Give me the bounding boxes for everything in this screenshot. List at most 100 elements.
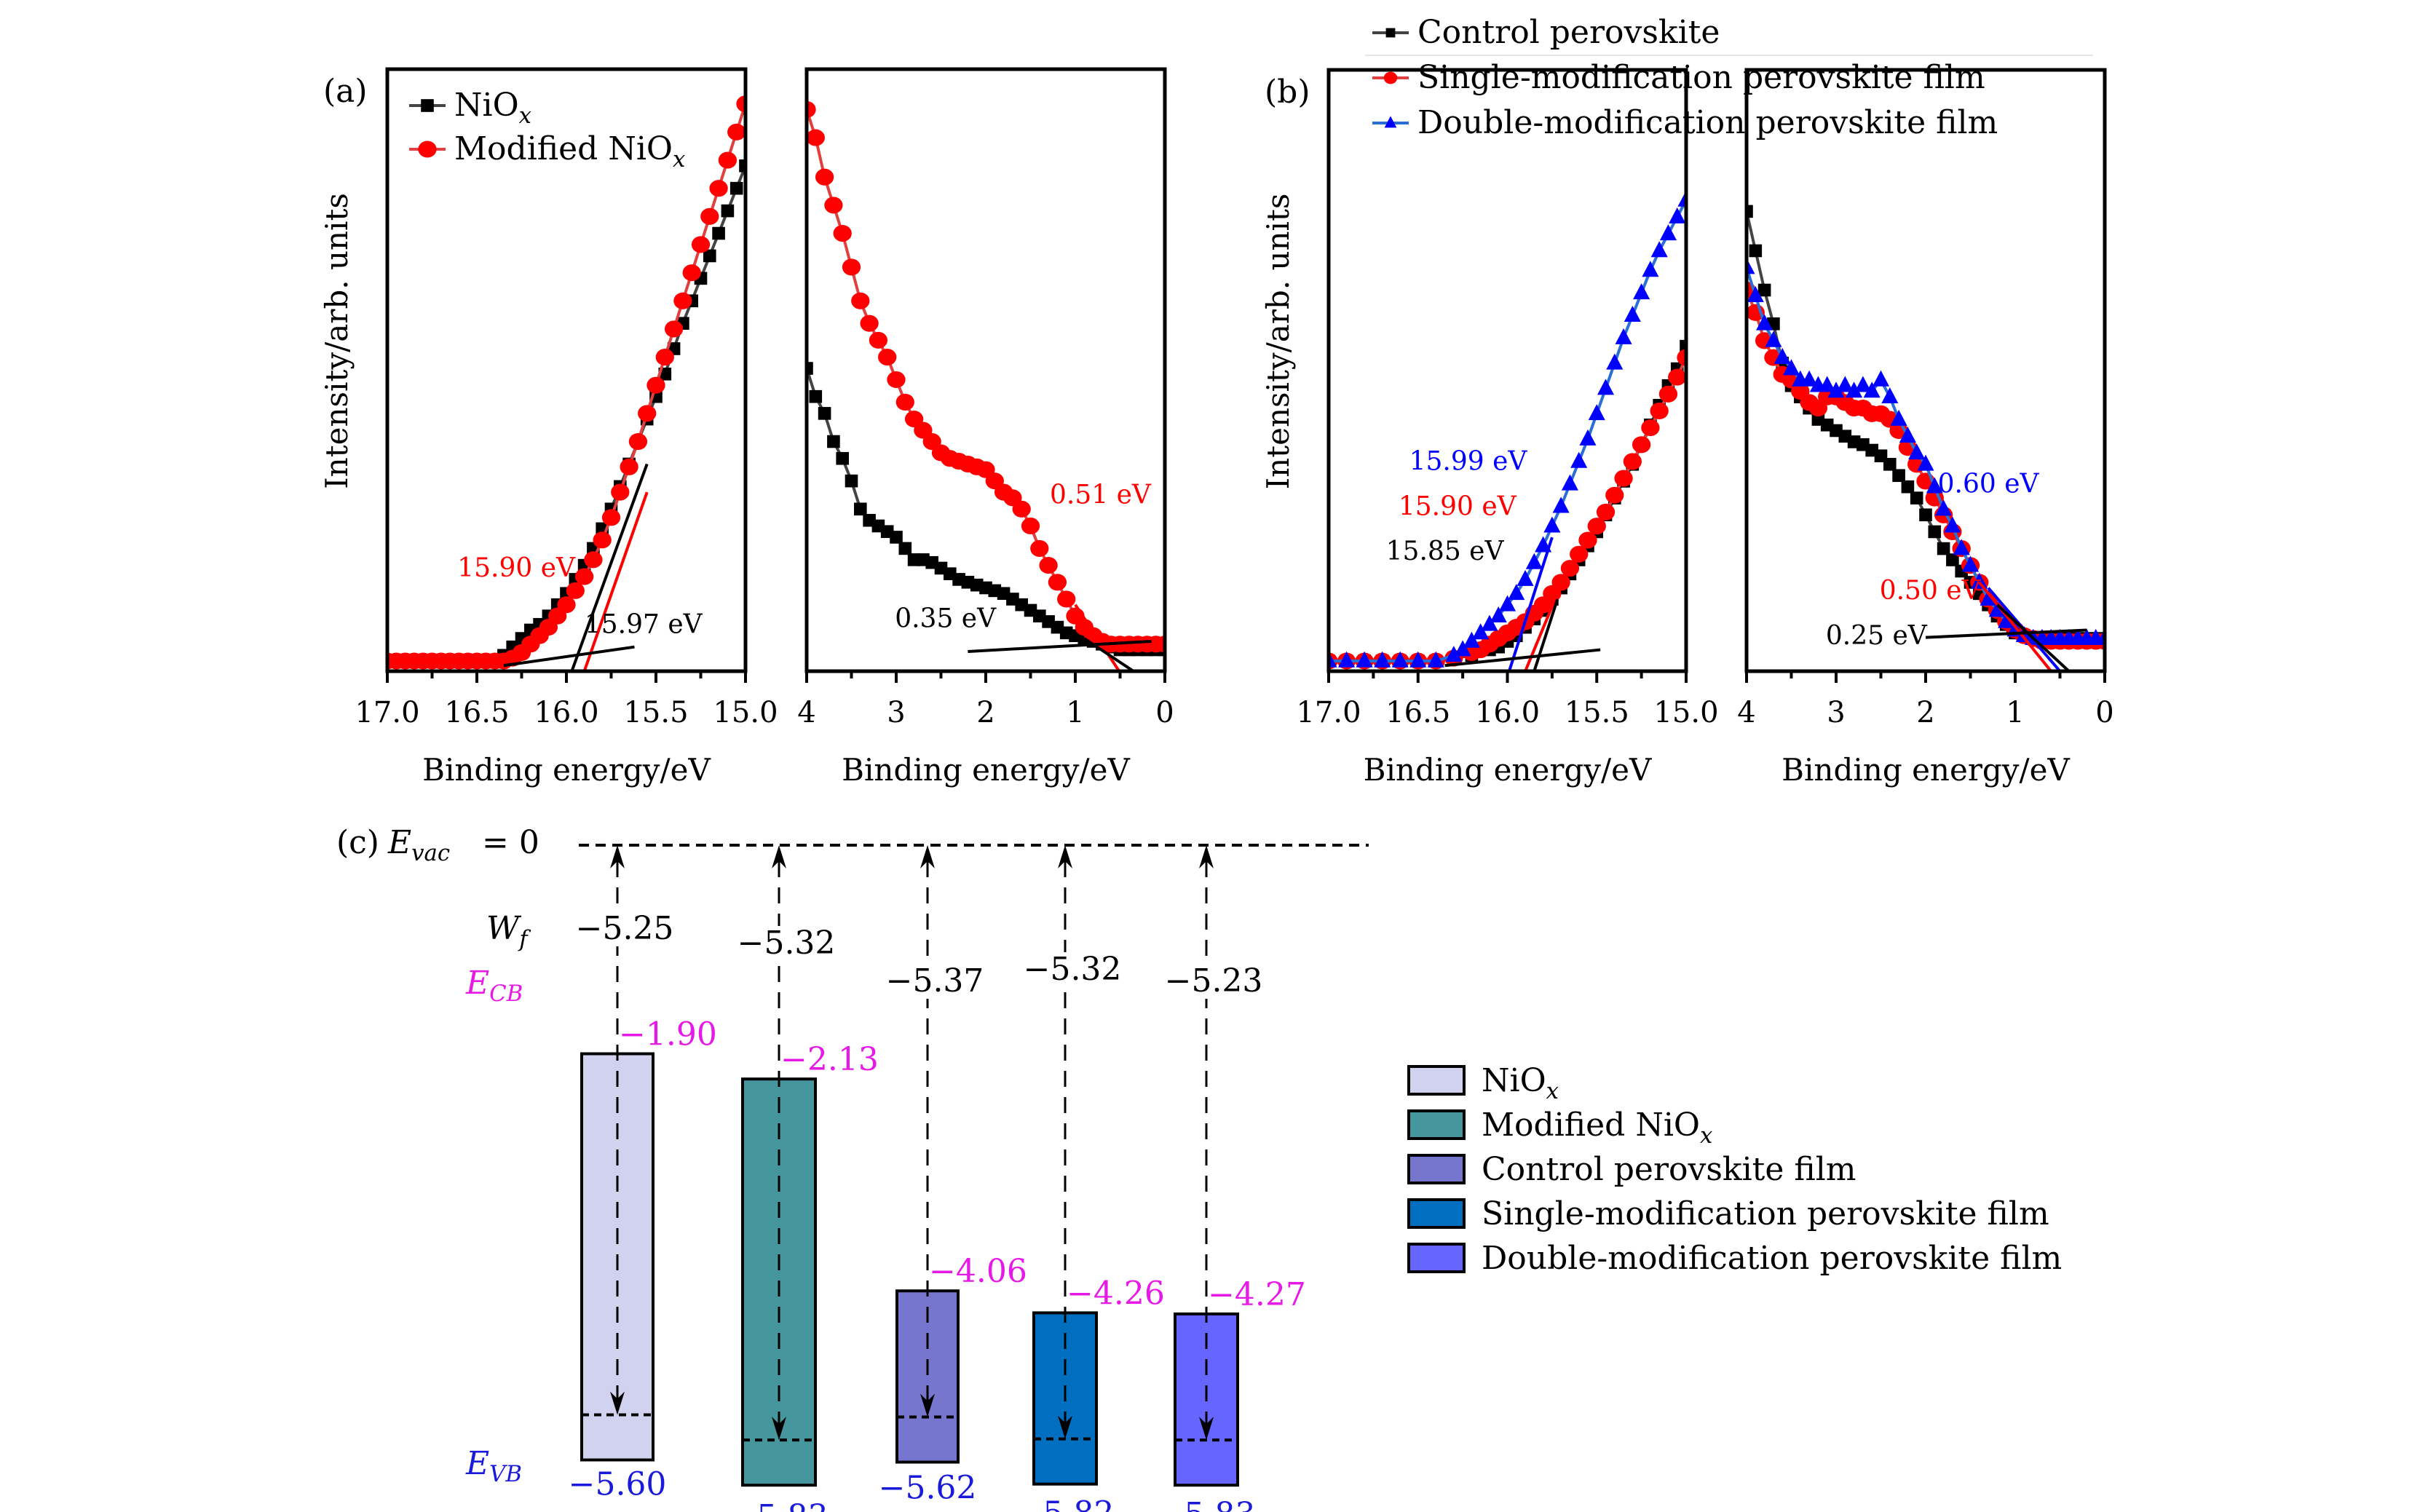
data-point-triangle — [1597, 379, 1615, 395]
legend-divider — [1365, 55, 2093, 56]
plot-area — [807, 100, 1165, 671]
ecb-value: −1.90 — [619, 1016, 717, 1053]
x-tick-label: 15.5 — [1565, 696, 1629, 729]
wf-label-bg — [1155, 964, 1257, 999]
onset-annotation: 0.51 eV — [1050, 480, 1152, 510]
ecb-row-label: ECB — [465, 965, 523, 1007]
data-point-circle — [815, 168, 834, 186]
x-tick-label: 16.0 — [1475, 696, 1540, 729]
data-point-square — [1901, 480, 1915, 494]
data-point-square — [1928, 525, 1942, 539]
legend-label: Modified NiOx — [1482, 1107, 1712, 1149]
panel-label: (a) — [323, 73, 368, 110]
legend-item: Control perovskite film — [1407, 1151, 1856, 1188]
data-point-square — [703, 249, 716, 263]
arrow-up-icon — [772, 845, 786, 868]
data-point-square — [854, 502, 867, 516]
data-point-square — [1937, 542, 1950, 555]
data-point-square — [1747, 205, 1753, 218]
data-point-circle — [700, 207, 719, 225]
data-point-circle — [1677, 349, 1686, 366]
data-point-square — [1919, 508, 1932, 522]
data-point-square — [1680, 339, 1686, 353]
data-point-circle — [1596, 503, 1616, 521]
data-point-square — [1892, 469, 1905, 483]
data-point-circle — [691, 236, 711, 253]
legend-swatch — [1407, 1065, 1466, 1096]
legend-item: Control perovskite — [1372, 14, 1720, 51]
data-point-circle — [833, 224, 852, 242]
data-point-triangle — [1356, 651, 1373, 668]
data-point-triangle — [1338, 651, 1356, 668]
series-line — [1747, 210, 2105, 641]
legend-item: NiOx — [1407, 1062, 1559, 1104]
x-tick-label: 16.0 — [534, 696, 598, 729]
fit-line — [570, 463, 649, 671]
data-point-circle — [638, 405, 657, 422]
series-line — [1329, 199, 1686, 662]
x-tick-label: 16.5 — [1385, 696, 1450, 729]
x-tick-label: 3 — [1827, 696, 1845, 729]
data-point-triangle — [1543, 516, 1561, 533]
data-point-circle — [601, 509, 621, 526]
data-point-square — [1910, 491, 1923, 504]
data-point-triangle — [1642, 261, 1659, 277]
arrow-up-icon — [1058, 845, 1072, 868]
data-point-circle — [1605, 486, 1624, 504]
wf-value: −5.23 — [1165, 962, 1263, 1000]
data-point-triangle — [1881, 387, 1899, 403]
data-point-circle — [1155, 636, 1165, 653]
x-tick-label: 15.0 — [1653, 696, 1718, 729]
data-point-square — [818, 407, 831, 420]
wf-row-label: Wf — [486, 910, 531, 952]
x-tick-label: 2 — [1916, 696, 1934, 729]
fit-line — [1996, 603, 2071, 671]
legend-swatch — [1407, 1109, 1466, 1140]
wf-value: −5.32 — [1024, 951, 1122, 988]
data-point-circle — [736, 95, 746, 113]
data-point-circle — [1641, 419, 1660, 437]
ecb-value: −4.27 — [1208, 1276, 1306, 1313]
data-point-circle — [1570, 545, 1589, 563]
plot-area — [1329, 190, 1686, 671]
data-point-square — [845, 474, 858, 488]
x-tick-label: 16.5 — [444, 696, 509, 729]
data-point-square — [1385, 28, 1396, 38]
data-point-triangle — [1615, 328, 1632, 344]
x-tick-label: 17.0 — [355, 696, 419, 729]
onset-annotation: 0.25 eV — [1826, 621, 1928, 651]
data-point-square — [1757, 283, 1771, 297]
onset-annotation: 15.99 eV — [1409, 447, 1528, 477]
legend-label: NiOx — [1482, 1062, 1559, 1104]
wf-label-bg — [1014, 952, 1116, 987]
x-tick-label: 1 — [1066, 696, 1084, 729]
data-point-circle — [824, 197, 843, 214]
data-point-triangle — [1747, 258, 1755, 274]
data-point-circle — [878, 349, 897, 366]
data-point-circle — [1587, 518, 1606, 535]
data-point-circle — [584, 551, 603, 569]
data-point-circle — [1012, 500, 1031, 518]
legend-label: Modified NiOx — [454, 130, 685, 173]
x-tick-label: 1 — [2006, 696, 2024, 729]
data-point-circle — [646, 376, 665, 394]
energy-bar-group: −1.90 −5.60 −5.25 — [566, 845, 717, 1503]
data-point-triangle — [1773, 347, 1791, 364]
data-point-triangle — [1409, 651, 1427, 668]
data-point-circle — [574, 568, 594, 585]
data-point-square — [421, 99, 434, 112]
data-point-circle — [1057, 590, 1076, 608]
data-point-circle — [664, 320, 684, 338]
data-point-triangle — [1445, 646, 1463, 662]
data-point-triangle — [1819, 376, 1836, 392]
panel-label: (c) — [336, 824, 379, 861]
energy-bar-group: −2.13 −5.83 −5.32 — [728, 845, 879, 1512]
data-point-circle — [1039, 557, 1058, 574]
onset-annotation: 15.90 eV — [1399, 491, 1517, 521]
series-line — [807, 108, 1165, 646]
data-point-triangle — [1490, 606, 1507, 623]
legend-label: Control perovskite — [1417, 14, 1720, 51]
data-point-square — [712, 226, 725, 240]
wf-value: −5.32 — [737, 925, 836, 962]
data-point-triangle — [1917, 454, 1934, 471]
